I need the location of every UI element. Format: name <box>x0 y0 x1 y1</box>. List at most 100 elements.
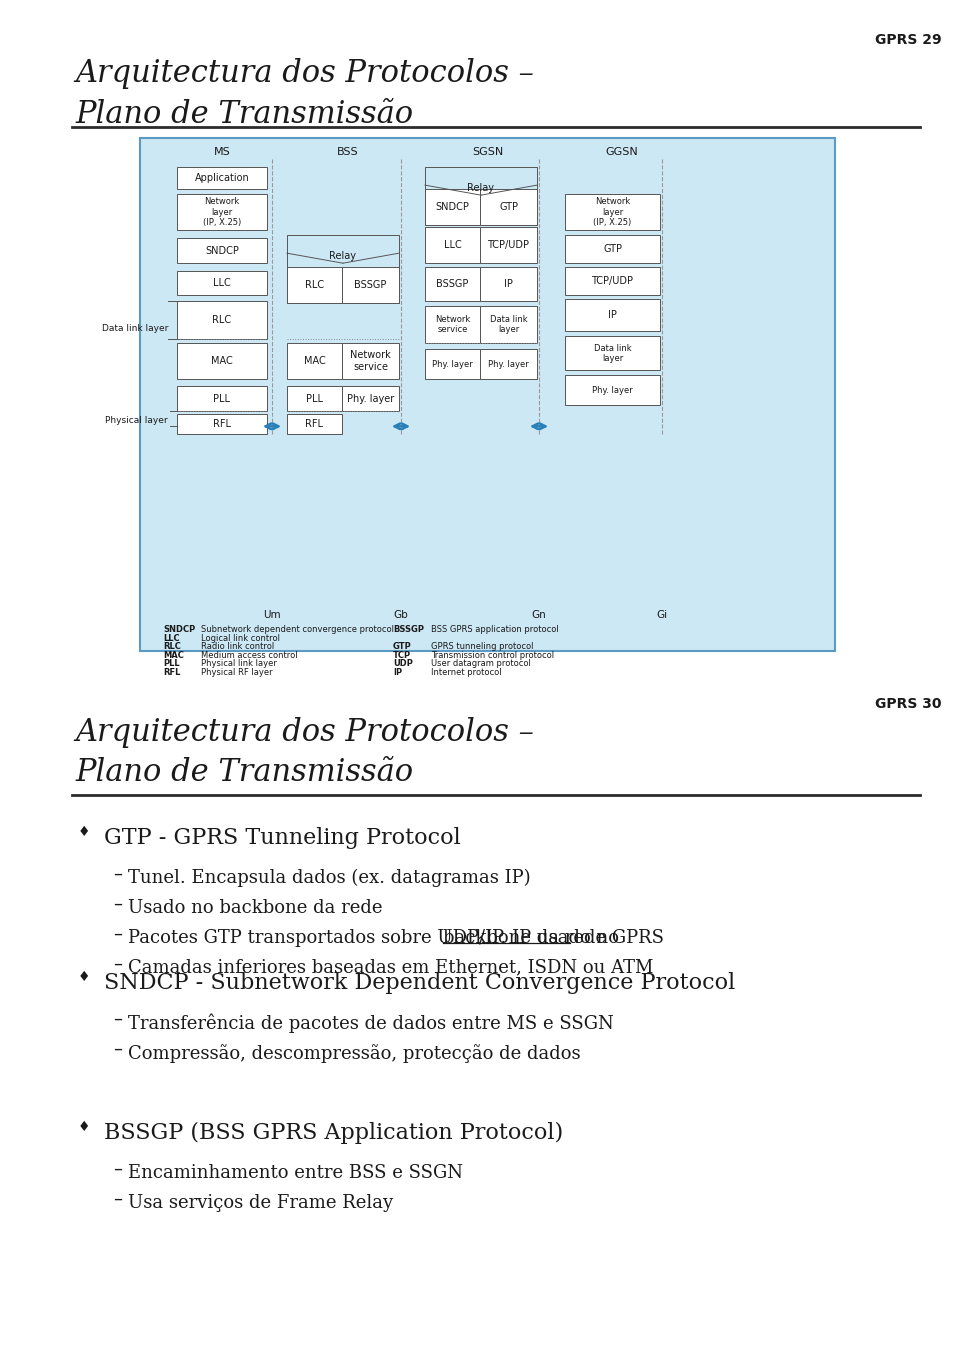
Text: Arquitectura dos Protocolos –
Plano de Transmissão: Arquitectura dos Protocolos – Plano de T… <box>75 716 534 789</box>
Text: Logical link control: Logical link control <box>201 634 280 642</box>
Text: IP: IP <box>393 668 402 677</box>
Bar <box>287 414 342 435</box>
Text: Compressão, descompressão, protecção de dados: Compressão, descompressão, protecção de … <box>128 1044 581 1062</box>
Bar <box>177 194 267 230</box>
Text: –: – <box>113 865 123 883</box>
Text: –: – <box>113 894 123 913</box>
Text: LLC: LLC <box>444 241 462 250</box>
Text: MS: MS <box>214 148 230 157</box>
Text: SGSN: SGSN <box>472 148 504 157</box>
Text: PLL: PLL <box>163 659 180 668</box>
Bar <box>565 336 660 370</box>
Text: Subnetwork dependent convergence protocol: Subnetwork dependent convergence protoco… <box>201 626 394 634</box>
Text: BSS: BSS <box>337 148 359 157</box>
Text: Phy. layer: Phy. layer <box>347 394 395 403</box>
Text: Phy. layer: Phy. layer <box>432 360 473 369</box>
Text: LLC: LLC <box>213 279 230 288</box>
Text: IP: IP <box>608 310 617 320</box>
Text: Gb: Gb <box>394 611 408 621</box>
Text: RLC: RLC <box>305 280 324 290</box>
Bar <box>177 271 267 295</box>
Text: Physical RF layer: Physical RF layer <box>201 668 273 677</box>
Text: Data link layer: Data link layer <box>102 324 168 332</box>
Text: BSS GPRS application protocol: BSS GPRS application protocol <box>431 626 559 634</box>
Text: Internet protocol: Internet protocol <box>431 668 502 677</box>
Bar <box>140 138 835 652</box>
Bar <box>287 235 399 303</box>
Text: MAC: MAC <box>211 357 233 366</box>
Text: BSSGP (BSS GPRS Application Protocol): BSSGP (BSS GPRS Application Protocol) <box>104 1122 564 1144</box>
Text: Phy. layer: Phy. layer <box>592 385 633 395</box>
Text: RFL: RFL <box>213 420 231 429</box>
Text: Network
service: Network service <box>435 314 470 335</box>
Bar <box>287 343 342 379</box>
Text: Application: Application <box>195 174 250 183</box>
Text: SNDCP - Subnetwork Dependent Convergence Protocol: SNDCP - Subnetwork Dependent Convergence… <box>104 972 735 994</box>
Text: –: – <box>113 1040 123 1058</box>
Bar <box>425 189 480 226</box>
Bar <box>565 194 660 230</box>
Bar <box>565 267 660 295</box>
Bar <box>480 349 537 379</box>
Text: TCP: TCP <box>393 651 411 660</box>
Bar <box>480 267 537 301</box>
Text: Data link
layer: Data link layer <box>490 314 527 335</box>
Bar <box>342 267 399 303</box>
Text: Network
layer
(IP, X.25): Network layer (IP, X.25) <box>203 197 241 227</box>
Bar <box>425 349 480 379</box>
Bar <box>425 167 537 226</box>
Text: RFL: RFL <box>163 668 180 677</box>
Text: MAC: MAC <box>163 651 184 660</box>
Text: GPRS 29: GPRS 29 <box>875 33 942 46</box>
Text: Transferência de pacotes de dados entre MS e SSGN: Transferência de pacotes de dados entre … <box>128 1014 613 1033</box>
Text: Um: Um <box>263 611 281 621</box>
Text: BSSGP: BSSGP <box>354 280 387 290</box>
Text: IP: IP <box>504 279 513 290</box>
Text: BSSGP: BSSGP <box>436 279 468 290</box>
Bar <box>565 299 660 331</box>
Text: SNDCP: SNDCP <box>436 202 469 212</box>
Text: Data link
layer: Data link layer <box>593 343 632 364</box>
Text: TCP/UDP: TCP/UDP <box>591 276 634 286</box>
Text: SNDCP: SNDCP <box>205 246 239 256</box>
Text: GTP - GPRS Tunneling Protocol: GTP - GPRS Tunneling Protocol <box>104 827 461 849</box>
Bar <box>425 306 480 343</box>
Text: Relay: Relay <box>468 183 494 193</box>
Text: Encaminhamento entre BSS e SSGN: Encaminhamento entre BSS e SSGN <box>128 1163 463 1182</box>
Text: –: – <box>113 1189 123 1208</box>
Text: PLL: PLL <box>213 394 230 403</box>
Text: Network
layer
(IP, X.25): Network layer (IP, X.25) <box>593 197 632 227</box>
Text: ♦: ♦ <box>78 969 90 984</box>
Text: Relay: Relay <box>329 252 356 261</box>
Text: Camadas inferiores baseadas em Ethernet, ISDN ou ATM: Camadas inferiores baseadas em Ethernet,… <box>128 958 654 976</box>
Text: Tunel. Encapsula dados (ex. datagramas IP): Tunel. Encapsula dados (ex. datagramas I… <box>128 868 531 887</box>
Text: ♦: ♦ <box>78 824 90 838</box>
Text: Transmission control protocol: Transmission control protocol <box>431 651 554 660</box>
Bar <box>287 387 342 411</box>
Text: SNDCP: SNDCP <box>163 626 195 634</box>
Text: Phy. layer: Phy. layer <box>488 360 529 369</box>
Bar <box>480 189 537 226</box>
Text: GPRS 30: GPRS 30 <box>875 697 942 711</box>
Text: Radio link control: Radio link control <box>201 642 275 652</box>
Text: RLC: RLC <box>163 642 180 652</box>
Text: GTP: GTP <box>603 245 622 254</box>
Text: Gi: Gi <box>657 611 667 621</box>
Text: Physical layer: Physical layer <box>106 416 168 425</box>
Text: User datagram protocol: User datagram protocol <box>431 659 531 668</box>
Bar <box>177 343 267 379</box>
Bar <box>177 387 267 411</box>
Text: GGSN: GGSN <box>606 148 638 157</box>
Bar <box>342 387 399 411</box>
Bar <box>287 267 342 303</box>
Bar <box>565 235 660 264</box>
Text: GPRS tunneling protocol: GPRS tunneling protocol <box>431 642 534 652</box>
Text: UDP: UDP <box>393 659 413 668</box>
Text: –: – <box>113 954 123 973</box>
Text: RLC: RLC <box>212 316 231 325</box>
Bar <box>565 376 660 405</box>
Text: –: – <box>113 924 123 943</box>
Bar <box>425 267 480 301</box>
Bar <box>177 301 267 339</box>
Text: ♦: ♦ <box>78 1120 90 1133</box>
